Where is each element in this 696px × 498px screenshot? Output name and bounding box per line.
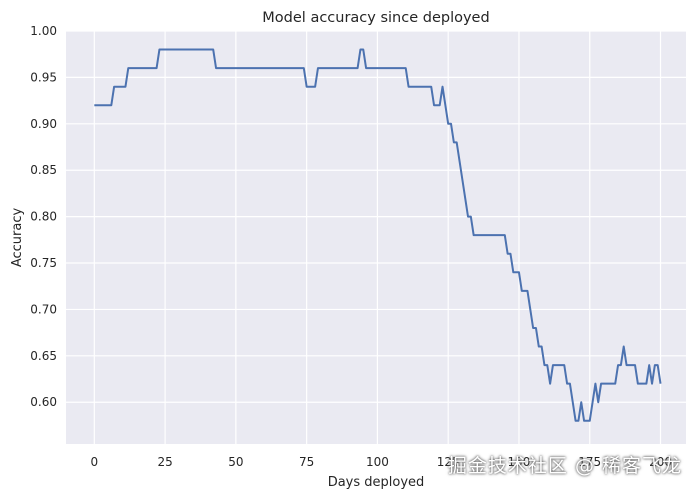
y-tick-label: 0.75 [30,256,57,270]
y-tick-label: 1.00 [30,24,57,38]
y-tick-labels: 0.60 0.65 0.70 0.75 0.80 0.85 0.90 0.95 1.00 [30,24,57,409]
y-tick-label: 0.80 [30,210,57,224]
chart-title: Model accuracy since deployed [262,10,489,26]
x-tick-label: 50 [228,455,243,469]
x-tick-label: 200 [649,455,672,469]
plot-background [66,31,686,444]
watermark: 掘金技术社区 @ 稀客飞龙 [447,455,682,477]
x-tick-label: 175 [578,455,601,469]
line-layer [94,48,662,422]
y-tick-label: 0.85 [30,163,57,177]
x-tick-label: 0 [90,455,98,469]
x-tick-label: 100 [366,455,389,469]
y-tick-label: 0.95 [30,70,57,84]
x-axis-label: Days deployed [328,475,425,490]
y-tick-label: 0.70 [30,302,57,316]
y-tick-label: 0.90 [30,117,57,131]
y-tick-label: 0.65 [30,349,57,363]
x-tick-label: 150 [508,455,531,469]
x-tick-label: 75 [299,455,314,469]
x-tick-label: 25 [157,455,172,469]
x-tick-labels: 0 25 50 75 100 125 150 175 200 [90,455,671,469]
x-tick-label: 125 [437,455,460,469]
grid-lines [66,30,686,444]
y-axis-label: Accuracy [10,208,25,268]
accuracy-series-line [94,48,662,422]
y-tick-label: 0.60 [30,395,57,409]
